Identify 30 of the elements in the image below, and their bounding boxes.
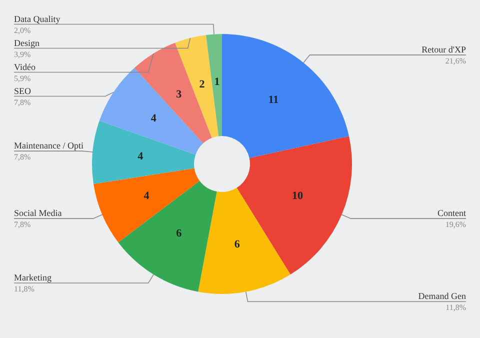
slice-label: SEO	[14, 86, 32, 96]
slice-label: Maintenance / Opti	[14, 140, 84, 151]
data-label: 3	[176, 88, 182, 100]
data-label: 11	[268, 94, 279, 106]
data-label: 4	[138, 150, 144, 162]
data-label: 4	[150, 112, 157, 125]
slice-label: Demand Gen	[418, 291, 466, 302]
text: 3,9%	[14, 50, 31, 59]
text: 5,9%	[14, 74, 31, 83]
slice-label: Retour d'XP	[422, 44, 466, 54]
text: 11,8%	[14, 284, 34, 294]
data-label: 6	[234, 238, 240, 251]
slice-label: Content	[438, 208, 466, 218]
data-label: 1	[214, 76, 220, 88]
text: 7,8%	[14, 98, 31, 107]
slice-label: Design	[14, 38, 40, 48]
text: 2,0%	[14, 26, 31, 35]
text: 7,8%	[14, 152, 31, 162]
data-label: 6	[176, 228, 182, 240]
text: 11,8%	[446, 303, 466, 312]
data-label: 4	[144, 190, 150, 202]
data-label: 10	[292, 190, 304, 202]
text: 19,6%	[445, 220, 466, 230]
text: 21,6%	[445, 56, 466, 66]
slice-label: Data Quality	[14, 14, 61, 24]
slice-label: Social Media	[14, 208, 62, 218]
data-label: 2	[199, 78, 206, 90]
slice-label: Vidéo	[14, 62, 36, 72]
slice-label: Marketing	[14, 272, 52, 283]
text: 7,8%	[14, 220, 31, 230]
